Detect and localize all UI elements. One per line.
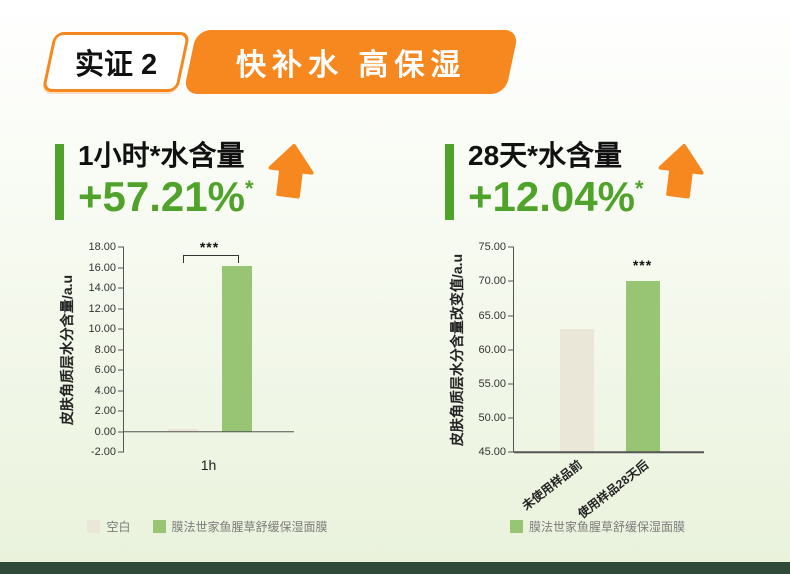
percent-value: +57.21%* xyxy=(78,173,254,221)
proof-badge-label: 实证 2 xyxy=(75,49,158,81)
y-tick-mark xyxy=(508,246,514,248)
plot-column: *** 1h xyxy=(118,239,294,498)
legend-swatch xyxy=(509,520,523,534)
percent-number: +57.21% xyxy=(78,173,245,220)
y-tick-mark xyxy=(508,383,514,385)
plot-area: *** xyxy=(508,246,704,454)
y-tick-mark xyxy=(118,410,124,412)
y-axis-title: 皮肤角质层水分含量改变值/a.u xyxy=(445,247,469,452)
panel-28days-head: 28天*水含量 +12.04%* xyxy=(445,138,750,221)
up-arrow-icon xyxy=(658,143,704,199)
legend-swatch xyxy=(87,520,101,534)
y-tick-mark xyxy=(118,328,124,330)
y-axis-title-text: 皮肤角质层水分含量改变值/a.u xyxy=(449,253,465,446)
y-tick-label: 16.00 xyxy=(88,261,116,274)
y-tick-label: 18.00 xyxy=(88,241,116,254)
y-tick-mark xyxy=(118,431,124,433)
y-tick-label: 55.00 xyxy=(478,377,506,390)
panel-28days: 28天*水含量 +12.04%* 皮肤角质层水分含量改变值/a.u 75.00 7… xyxy=(445,94,750,535)
y-axis-title-text: 皮肤角质层水分含量/a.u xyxy=(59,274,75,425)
y-tick-mark xyxy=(118,451,124,453)
significance-stars: *** xyxy=(199,238,220,255)
significance-stars: *** xyxy=(632,256,653,273)
y-tick-label: 12.00 xyxy=(88,302,116,315)
y-tick-label: 8.00 xyxy=(94,343,116,356)
headline-banner: 快补水 高保湿 xyxy=(183,30,520,94)
legend-swatch xyxy=(152,520,166,534)
header: 实证 2 快补水 高保湿 xyxy=(0,0,790,94)
y-tick-mark xyxy=(508,315,514,317)
green-accent-bar xyxy=(55,144,64,220)
x-axis-line xyxy=(124,431,294,433)
y-tick-label: 70.00 xyxy=(478,275,506,288)
legend-28days: 膜法世家鱼腥草舒缓保湿面膜 xyxy=(445,518,750,535)
bar xyxy=(559,329,594,453)
plot-column: *** 未使用样品前 使用样品28天后 xyxy=(508,246,704,522)
significance-bracket xyxy=(182,255,239,264)
y-tick-mark xyxy=(118,390,124,392)
y-tick-mark xyxy=(508,417,514,419)
panel-1hour-head: 1小时*水含量 +57.21%* xyxy=(55,138,360,221)
percent-number: +12.04% xyxy=(468,173,635,220)
x-tick-label-text: 未使用样品前 xyxy=(519,457,586,514)
footer-bar xyxy=(0,562,790,574)
y-tick-mark xyxy=(118,287,124,289)
legend-1hour: 空白 膜法世家鱼腥草舒缓保湿面膜 xyxy=(55,518,360,535)
bar xyxy=(625,281,660,453)
y-axis-title: 皮肤角质层水分含量/a.u xyxy=(55,247,79,452)
content-columns: 1小时*水含量 +57.21%* 皮肤角质层水分含量/a.u 18.00 16.0… xyxy=(0,94,790,535)
percent-value: +12.04%* xyxy=(468,173,644,221)
y-tick-label: 50.00 xyxy=(478,412,506,425)
bar-chart-28days: 皮肤角质层水分含量改变值/a.u 75.00 70.00 65.00 60.00 55.… xyxy=(445,241,750,522)
bar xyxy=(167,428,198,432)
x-axis-labels: 未使用样品前 使用样品28天后 xyxy=(513,452,704,522)
percent-star: * xyxy=(634,176,644,201)
y-tick-mark xyxy=(118,369,124,371)
legend-item: 膜法世家鱼腥草舒缓保湿面膜 xyxy=(509,518,685,535)
proof-badge: 实证 2 xyxy=(41,32,191,92)
y-tick-mark xyxy=(508,451,514,453)
y-tick-label: 4.00 xyxy=(94,384,116,397)
y-tick-label: 45.00 xyxy=(478,446,506,459)
y-tick-mark xyxy=(118,349,124,351)
x-tick-label: 1h xyxy=(200,457,217,474)
panel-1hour: 1小时*水含量 +57.21%* 皮肤角质层水分含量/a.u 18.00 16.0… xyxy=(55,94,360,535)
bar xyxy=(221,265,252,432)
y-tick-label: 75.00 xyxy=(478,241,506,254)
y-tick-label: 2.00 xyxy=(94,405,116,418)
y-tick-mark xyxy=(508,280,514,282)
bar-chart-1hour: 皮肤角质层水分含量/a.u 18.00 16.00 14.00 12.00 10.00 8… xyxy=(55,239,360,498)
legend-item: 空白 xyxy=(87,518,131,535)
x-tick-label-text: 使用样品28天后 xyxy=(575,457,652,522)
legend-item: 膜法世家鱼腥草舒缓保湿面膜 xyxy=(152,518,328,535)
y-tick-label: -2.00 xyxy=(90,446,116,459)
y-tick-label: 65.00 xyxy=(478,309,506,322)
y-tick-label: 6.00 xyxy=(94,364,116,377)
percent-star: * xyxy=(244,176,254,201)
panel-title: 1小时*水含量 xyxy=(78,140,245,171)
y-tick-label: 60.00 xyxy=(478,343,506,356)
up-arrow-icon xyxy=(268,143,314,199)
y-axis-ticks: 75.00 70.00 65.00 60.00 55.00 50.00 45.00 xyxy=(469,241,513,458)
green-accent-bar xyxy=(445,144,454,220)
legend-label: 膜法世家鱼腥草舒缓保湿面膜 xyxy=(171,520,328,535)
x-axis-labels: 1h xyxy=(123,452,294,498)
legend-label: 膜法世家鱼腥草舒缓保湿面膜 xyxy=(528,520,685,535)
y-tick-label: 0.00 xyxy=(94,425,116,438)
plot-area: *** xyxy=(118,239,294,453)
y-tick-label: 14.00 xyxy=(88,282,116,295)
y-tick-mark xyxy=(508,349,514,351)
y-tick-mark xyxy=(118,267,124,269)
panel-28days-headtext: 28天*水含量 +12.04%* xyxy=(468,138,644,221)
panel-1hour-headtext: 1小时*水含量 +57.21%* xyxy=(78,138,254,221)
y-axis-ticks: 18.00 16.00 14.00 12.00 10.00 8.00 6.00 4.00 2.0… xyxy=(79,241,123,458)
headline-banner-label: 快补水 高保湿 xyxy=(236,49,467,82)
legend-label: 空白 xyxy=(106,520,131,535)
y-tick-mark xyxy=(118,308,124,310)
panel-title: 28天*水含量 xyxy=(468,140,623,171)
y-tick-label: 10.00 xyxy=(88,323,116,336)
x-axis-line xyxy=(514,451,704,454)
y-tick-mark xyxy=(118,246,124,248)
